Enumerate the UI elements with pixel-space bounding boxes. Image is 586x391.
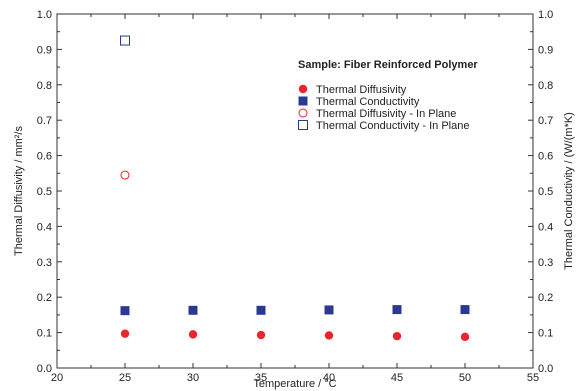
data-point	[256, 330, 266, 340]
y-right-tick-label: 0.6	[538, 151, 553, 163]
y-left-tick-label: 0.6	[37, 151, 52, 163]
data-point	[324, 305, 334, 315]
y-left-tick-label: 0.7	[37, 115, 52, 127]
data-point	[120, 170, 130, 180]
y-left-tick-label: 1.0	[37, 9, 52, 21]
y-left-tick-label: 0.0	[37, 363, 52, 375]
y-left-tick-label: 0.8	[37, 80, 52, 92]
y-left-tick-label: 0.4	[37, 221, 52, 233]
legend-label: Thermal Diffusivity	[316, 84, 407, 96]
y-left-tick-label: 0.2	[37, 292, 52, 304]
data-point	[324, 331, 334, 340]
legend: Sample: Fiber Reinforced Polymer Thermal…	[298, 59, 478, 132]
y-left-tick-label: 0.5	[37, 186, 52, 198]
legend-label: Thermal Conductivity - In Plane	[316, 120, 469, 132]
data-point	[120, 329, 130, 338]
data-point	[256, 305, 266, 315]
legend-marker	[298, 96, 308, 106]
y-right-tick-label: 0.0	[538, 363, 553, 375]
x-tick-label: 30	[187, 372, 199, 384]
axis-tick-labels: 20 25 30 35 40 45 50 550.0 0.00.1 0.10.2 0.20.3 0.3…	[37, 9, 554, 384]
y-left-tick-label: 0.9	[37, 44, 52, 56]
data-point	[392, 305, 402, 315]
x-tick-label: 35	[255, 372, 267, 384]
y-right-tick-label: 0.2	[538, 292, 553, 304]
legend-marker	[298, 108, 308, 118]
data-point	[120, 306, 130, 316]
y-right-tick-label: 0.8	[538, 80, 553, 92]
legend-label: Thermal Conductivity	[316, 96, 420, 108]
y-left-tick-label: 0.3	[37, 257, 52, 269]
x-axis-title: Temperature / °C	[253, 378, 336, 390]
data-point	[460, 305, 470, 315]
x-tick-label: 40	[323, 372, 335, 384]
y-left-tick-label: 0.1	[37, 328, 52, 340]
y-right-tick-label: 0.3	[538, 257, 553, 269]
y-right-tick-label: 1.0	[538, 9, 553, 21]
data-point	[392, 331, 402, 341]
x-tick-label: 20	[51, 372, 63, 384]
data-point	[188, 330, 198, 339]
legend-marker	[298, 120, 308, 130]
data-point	[188, 305, 198, 315]
data-point	[120, 35, 130, 46]
y-right-tick-label: 0.5	[538, 186, 553, 198]
x-tick-label: 55	[527, 372, 539, 384]
x-tick-label: 25	[119, 372, 131, 384]
data-points	[120, 35, 470, 342]
data-point	[460, 332, 470, 342]
legend-marker	[298, 84, 308, 94]
legend-title: Sample: Fiber Reinforced Polymer	[298, 59, 478, 71]
y-right-tick-label: 0.4	[538, 221, 553, 233]
axis-ticks	[56, 13, 534, 369]
y-right-tick-label: 0.7	[538, 115, 553, 127]
y-axis-left-title: Thermal Diffusivity / mm²/s	[13, 126, 25, 256]
y-axis-right-title: Thermal Conductivity / (W/(m*K)	[563, 112, 575, 270]
x-tick-label: 50	[459, 372, 471, 384]
x-tick-label: 45	[391, 372, 403, 384]
y-right-tick-label: 0.1	[538, 328, 553, 340]
y-right-tick-label: 0.9	[538, 44, 553, 56]
legend-label: Thermal Diffusivity - In Plane	[316, 108, 456, 120]
